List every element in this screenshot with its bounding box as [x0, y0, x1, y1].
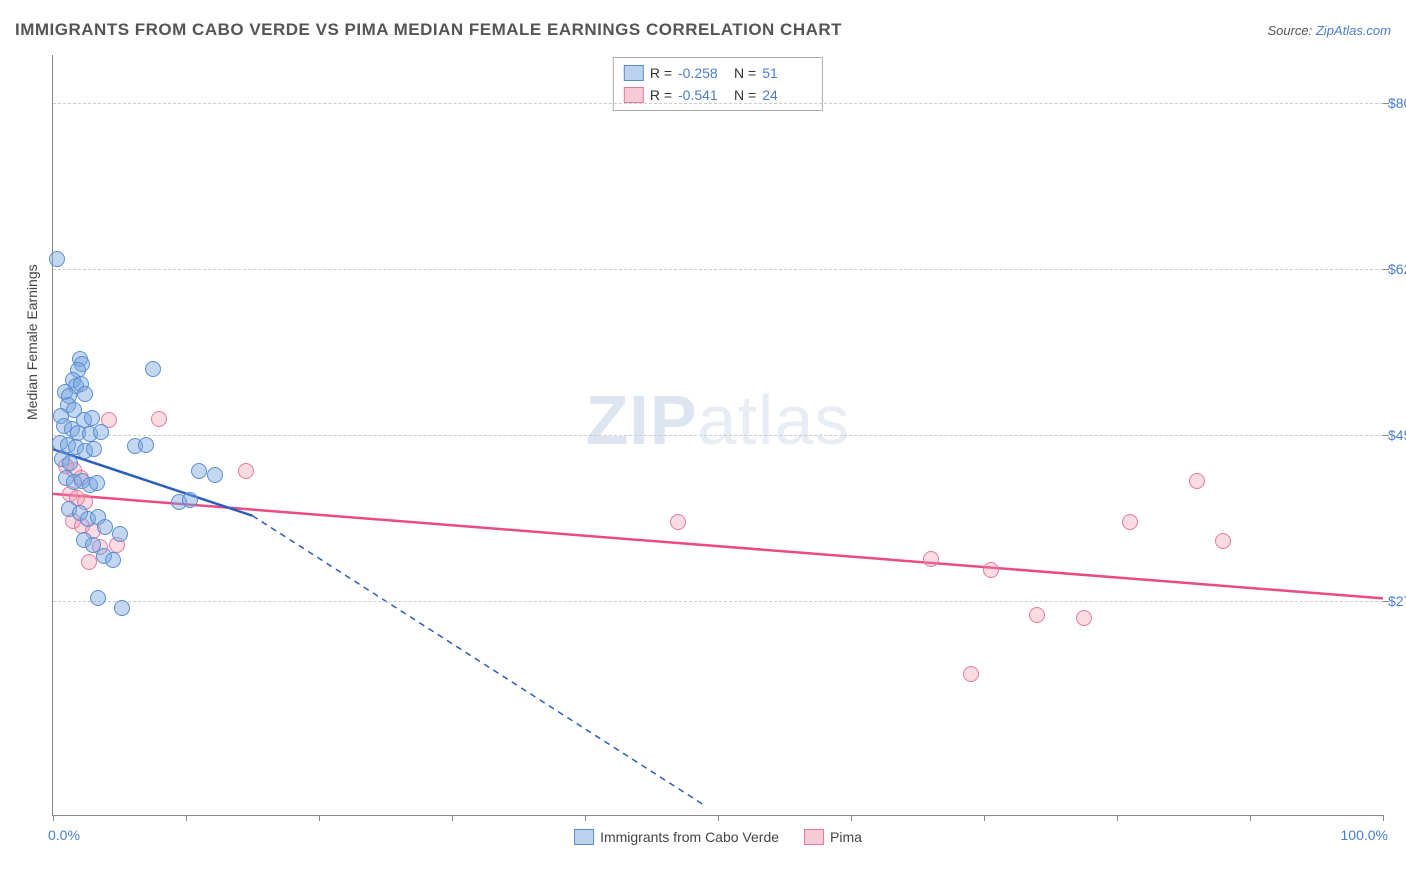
swatch-pink-icon — [624, 87, 644, 103]
legend-label-pink: Pima — [830, 829, 862, 845]
y-tick — [1383, 103, 1389, 104]
source-link[interactable]: ZipAtlas.com — [1316, 23, 1391, 38]
x-tick — [585, 815, 586, 821]
x-tick — [1117, 815, 1118, 821]
data-point-blue — [207, 467, 223, 483]
x-tick — [1250, 815, 1251, 821]
x-tick — [851, 815, 852, 821]
data-point-blue — [112, 526, 128, 542]
x-tick — [186, 815, 187, 821]
data-point-blue — [182, 492, 198, 508]
legend-stats-row-blue: R = -0.258 N = 51 — [624, 62, 812, 84]
swatch-pink-icon — [804, 829, 824, 845]
gridline-h — [53, 103, 1383, 104]
y-tick — [1383, 601, 1389, 602]
legend-item-blue: Immigrants from Cabo Verde — [574, 829, 779, 845]
data-point-pink — [670, 514, 686, 530]
y-tick — [1383, 435, 1389, 436]
legend-label-blue: Immigrants from Cabo Verde — [600, 829, 779, 845]
data-point-pink — [1076, 610, 1092, 626]
gridline-h — [53, 601, 1383, 602]
data-point-pink — [238, 463, 254, 479]
data-point-blue — [86, 441, 102, 457]
data-point-pink — [1189, 473, 1205, 489]
y-tick-label: $80,000 — [1388, 95, 1406, 111]
gridline-h — [53, 269, 1383, 270]
data-point-pink — [963, 666, 979, 682]
data-point-pink — [1215, 533, 1231, 549]
data-point-pink — [1029, 607, 1045, 623]
x-tick — [53, 815, 54, 821]
y-tick-label: $45,000 — [1388, 427, 1406, 443]
x-axis-min-label: 0.0% — [48, 827, 80, 843]
n-value-blue: 51 — [762, 62, 812, 84]
x-axis-max-label: 100.0% — [1341, 827, 1388, 843]
data-point-blue — [145, 361, 161, 377]
data-point-pink — [151, 411, 167, 427]
x-tick — [452, 815, 453, 821]
x-tick — [319, 815, 320, 821]
data-point-blue — [90, 590, 106, 606]
data-point-pink — [1122, 514, 1138, 530]
legend-item-pink: Pima — [804, 829, 862, 845]
gridline-h — [53, 435, 1383, 436]
data-point-blue — [89, 475, 105, 491]
y-tick-label: $62,500 — [1388, 261, 1406, 277]
data-point-blue — [93, 424, 109, 440]
data-point-pink — [81, 554, 97, 570]
y-tick — [1383, 269, 1389, 270]
chart-plot-area: ZIPatlas R = -0.258 N = 51 R = -0.541 N … — [52, 55, 1383, 816]
y-tick-label: $27,500 — [1388, 593, 1406, 609]
data-point-blue — [77, 386, 93, 402]
n-label: N = — [734, 62, 756, 84]
data-point-blue — [138, 437, 154, 453]
chart-title: IMMIGRANTS FROM CABO VERDE VS PIMA MEDIA… — [15, 20, 842, 40]
y-axis-label: Median Female Earnings — [24, 264, 40, 420]
data-point-pink — [923, 551, 939, 567]
data-point-blue — [105, 552, 121, 568]
r-value-blue: -0.258 — [678, 62, 728, 84]
watermark: ZIPatlas — [586, 380, 851, 460]
source-attribution: Source: ZipAtlas.com — [1267, 23, 1391, 38]
legend-series: Immigrants from Cabo Verde Pima — [574, 829, 862, 845]
data-point-blue — [191, 463, 207, 479]
data-point-blue — [97, 519, 113, 535]
data-point-pink — [983, 562, 999, 578]
data-point-blue — [114, 600, 130, 616]
swatch-blue-icon — [574, 829, 594, 845]
data-point-blue — [84, 410, 100, 426]
r-label: R = — [650, 62, 672, 84]
data-point-blue — [49, 251, 65, 267]
data-point-blue — [62, 455, 78, 471]
x-tick — [718, 815, 719, 821]
source-prefix: Source: — [1267, 23, 1315, 38]
x-tick — [1383, 815, 1384, 821]
x-tick — [984, 815, 985, 821]
swatch-blue-icon — [624, 65, 644, 81]
